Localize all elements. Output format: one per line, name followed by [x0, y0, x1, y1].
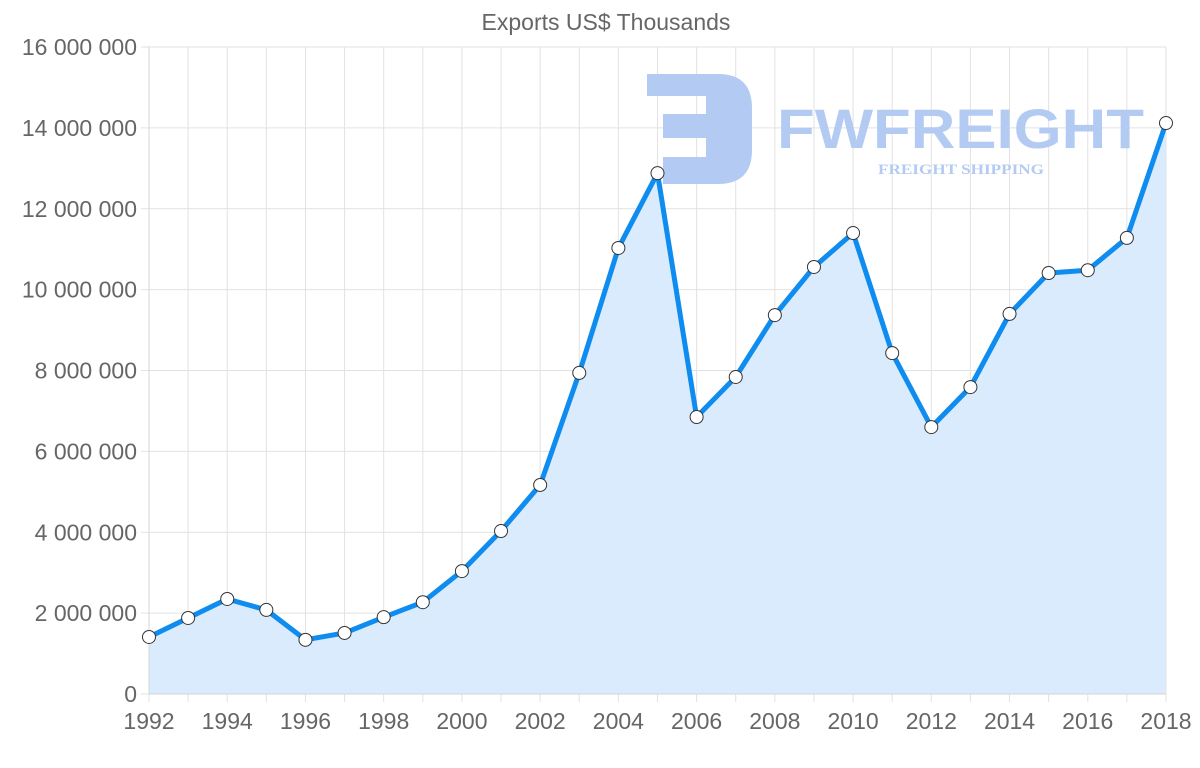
data-point-2004[interactable] — [611, 240, 626, 255]
axes — [148, 47, 1166, 695]
x-tick-label: 1992 — [123, 708, 174, 734]
data-point-1997[interactable] — [337, 625, 352, 640]
x-tick-label: 2006 — [671, 708, 722, 734]
data-point-2013[interactable] — [963, 380, 978, 395]
x-tick-label: 1994 — [202, 708, 253, 734]
data-point-1996[interactable] — [298, 632, 313, 647]
y-tick-label: 10 000 000 — [22, 277, 137, 303]
data-points — [142, 116, 1173, 647]
x-tick-label: 2000 — [436, 708, 487, 734]
data-point-2016[interactable] — [1080, 263, 1095, 278]
x-tick-label: 1998 — [358, 708, 409, 734]
x-tick-label: 2010 — [827, 708, 878, 734]
x-tick-label: 2014 — [984, 708, 1035, 734]
data-point-2006[interactable] — [689, 410, 704, 425]
data-point-2018[interactable] — [1159, 116, 1173, 131]
chart-title: Exports US$ Thousands — [482, 9, 731, 35]
x-tick-label: 2018 — [1140, 708, 1191, 734]
data-point-2012[interactable] — [924, 420, 939, 435]
watermark-tagline: FREIGHT SHIPPING — [878, 162, 1044, 178]
x-tick-label: 1996 — [280, 708, 331, 734]
x-tick-label: 2002 — [515, 708, 566, 734]
data-point-1994[interactable] — [220, 591, 235, 606]
data-point-2009[interactable] — [806, 259, 821, 274]
y-tick-label: 14 000 000 — [22, 115, 137, 141]
y-tick-label: 0 — [124, 681, 137, 707]
y-tick-label: 2 000 000 — [35, 600, 137, 626]
data-point-2017[interactable] — [1119, 230, 1134, 245]
data-point-2014[interactable] — [1002, 306, 1017, 321]
data-point-2010[interactable] — [846, 226, 861, 241]
watermark-logo: FWFREIGHT FREIGHT SHIPPING — [647, 74, 1144, 184]
data-point-1999[interactable] — [415, 595, 430, 610]
data-point-1998[interactable] — [376, 610, 391, 625]
data-point-2000[interactable] — [454, 564, 469, 579]
data-point-1993[interactable] — [181, 610, 196, 625]
data-point-2007[interactable] — [728, 369, 743, 384]
data-point-2008[interactable] — [767, 308, 782, 323]
y-tick-label: 12 000 000 — [22, 196, 137, 222]
x-tick-label: 2008 — [749, 708, 800, 734]
data-point-1992[interactable] — [142, 629, 156, 644]
y-tick-label: 8 000 000 — [35, 358, 137, 384]
y-tick-label: 6 000 000 — [35, 438, 137, 464]
area-fill — [149, 123, 1166, 694]
x-axis-ticks: 1992 1994 1996 1998 2000 2002 2004 2006 2008 2010… — [123, 708, 1191, 734]
x-tick-label: 2004 — [593, 708, 644, 734]
data-point-1995[interactable] — [259, 602, 274, 617]
brand-logo-icon — [647, 74, 752, 184]
x-tick-label: 2016 — [1062, 708, 1113, 734]
data-point-2001[interactable] — [494, 524, 509, 539]
data-point-2005[interactable] — [650, 166, 665, 181]
data-point-2015[interactable] — [1041, 266, 1056, 281]
y-axis-ticks: 0 2 000 000 4 000 000 6 000 000 8 000 000 10 … — [22, 34, 137, 707]
x-tick-label: 2012 — [906, 708, 957, 734]
y-tick-label: 4 000 000 — [35, 519, 137, 545]
data-point-2002[interactable] — [533, 477, 548, 492]
watermark-brand: FWFREIGHT — [777, 97, 1144, 160]
data-point-2011[interactable] — [885, 346, 900, 361]
data-point-2003[interactable] — [572, 365, 587, 380]
y-tick-label: 16 000 000 — [22, 34, 137, 60]
